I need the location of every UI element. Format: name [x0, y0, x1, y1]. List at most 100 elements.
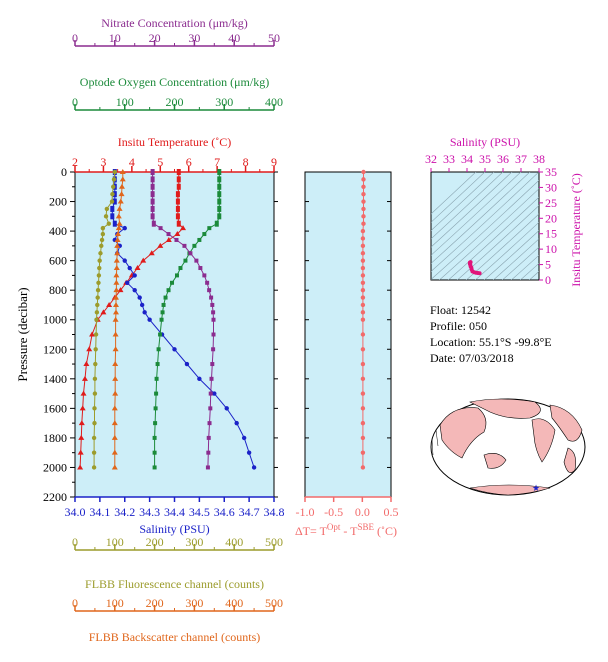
pressure-tick-label: 0 [61, 165, 67, 179]
fluorescence-tick-label: 100 [106, 535, 124, 549]
oxygen-point [217, 198, 222, 205]
nitrate-tick-label: 20 [149, 31, 161, 45]
pressure-tick-label: 2000 [43, 460, 67, 474]
fluorescence-point [94, 317, 99, 322]
temperature-point [117, 287, 124, 293]
location-value: 55.1°S -99.8°E [478, 335, 552, 349]
map-landmass [439, 407, 487, 459]
backscatter-tick-label: 500 [265, 596, 283, 610]
delta-t-plot-area [304, 171, 392, 498]
delta-t-point [360, 406, 366, 411]
delta-t-point [361, 206, 366, 212]
nitrate-point [208, 391, 213, 396]
oxygen-point [174, 273, 179, 278]
backscatter-point [112, 361, 119, 367]
temperature-point [175, 205, 180, 212]
salinity-point [251, 465, 257, 470]
map-landmass [563, 447, 576, 473]
oxygen-point [159, 317, 164, 322]
oxygen-tick-label: 0 [72, 95, 78, 109]
backscatter-point [113, 265, 120, 271]
oxygen-point [152, 450, 157, 455]
oxygen-point [152, 465, 157, 470]
temperature-point [140, 257, 147, 263]
delta-t-point [360, 376, 366, 382]
ts-salinity-tick-label: 32 [425, 152, 437, 166]
float-value: 12542 [461, 303, 492, 317]
salinity-tick-label: 34.4 [164, 505, 185, 519]
nitrate-point [209, 295, 214, 300]
nitrate-tick-label: 50 [268, 31, 280, 45]
nitrate-point [150, 176, 155, 183]
backscatter-point [113, 287, 120, 293]
backscatter-point [112, 375, 119, 381]
nitrate-point [150, 213, 155, 220]
fluorescence-point [112, 169, 118, 175]
fluorescence-point [95, 287, 101, 293]
backscatter-point [111, 420, 118, 426]
ts-point [477, 271, 482, 276]
pressure-tick-label: 200 [49, 195, 67, 209]
salinity-tick-label: 34.0 [65, 505, 86, 519]
ts-salinity-tick-label: 34 [461, 152, 473, 166]
temperature-point [80, 390, 87, 396]
nitrate-point [182, 243, 187, 248]
salinity-point [142, 310, 147, 315]
oxygen-point [153, 421, 158, 426]
world-map: ★ [430, 398, 586, 496]
delta-t-tick-label: 0.5 [384, 505, 399, 519]
nitrate-point [205, 465, 210, 470]
ts-density-contour [501, 246, 539, 280]
fluorescence-point [99, 243, 104, 249]
nitrate-point [210, 302, 215, 307]
map-landmass [469, 398, 541, 419]
nitrate-axis-label: Nitrate Concentration (μm/kg) [101, 16, 247, 30]
profile-label: Profile: [430, 319, 466, 333]
delta-t-point [360, 332, 366, 337]
ts-temperature-tick-label: 0 [545, 273, 551, 287]
map-landmass [531, 418, 556, 463]
nitrate-tick-label: 0 [72, 31, 78, 45]
pressure-tick-label: 800 [49, 283, 67, 297]
salinity-tick-label: 34.6 [214, 505, 235, 519]
fluorescence-point [104, 206, 110, 212]
oxygen-point [166, 288, 171, 293]
temperature-tick-label: 7 [214, 155, 220, 169]
pressure-tick-label: 1400 [43, 372, 67, 386]
pressure-tick-label: 1600 [43, 401, 67, 415]
oxygen-point [197, 237, 202, 242]
temperature-point [81, 375, 88, 381]
delta-t-point [361, 191, 366, 197]
float-label: Float: [430, 303, 459, 317]
delta-t-point [360, 287, 366, 293]
oxygen-axis-label: Optode Oxygen Concentration (μm/kg) [80, 75, 269, 89]
map-landmass [469, 484, 551, 496]
fluorescence-point [98, 251, 103, 256]
oxygen-point [207, 226, 212, 231]
temperature-tick-label: 4 [129, 155, 135, 169]
ts-density-contour [447, 196, 539, 280]
ts-density-contour [492, 238, 539, 280]
nitrate-point [151, 220, 156, 227]
temperature-point [78, 420, 85, 426]
backscatter-tick-label: 100 [106, 596, 124, 610]
fluorescence-point [111, 177, 117, 182]
backscatter-tick-label: 0 [72, 596, 78, 610]
nitrate-point [166, 232, 171, 237]
date-info-line: Date: 07/03/2018 [430, 351, 514, 366]
backscatter-point [119, 176, 126, 182]
temperature-point [86, 346, 93, 352]
temperature-point [176, 220, 181, 227]
salinity-point [224, 406, 229, 411]
backscatter-point [116, 220, 123, 226]
temperature-tick-label: 5 [157, 155, 163, 169]
salinity-point [241, 435, 247, 441]
oxygen-point [202, 232, 207, 237]
ts-salinity-tick-label: 38 [533, 152, 545, 166]
oxygen-point [178, 266, 183, 271]
salinity-tick-label: 34.1 [89, 505, 110, 519]
profile-info-line: Profile: 050 [430, 319, 487, 334]
ts-salinity-tick-label: 33 [443, 152, 455, 166]
temperature-point [165, 236, 172, 242]
